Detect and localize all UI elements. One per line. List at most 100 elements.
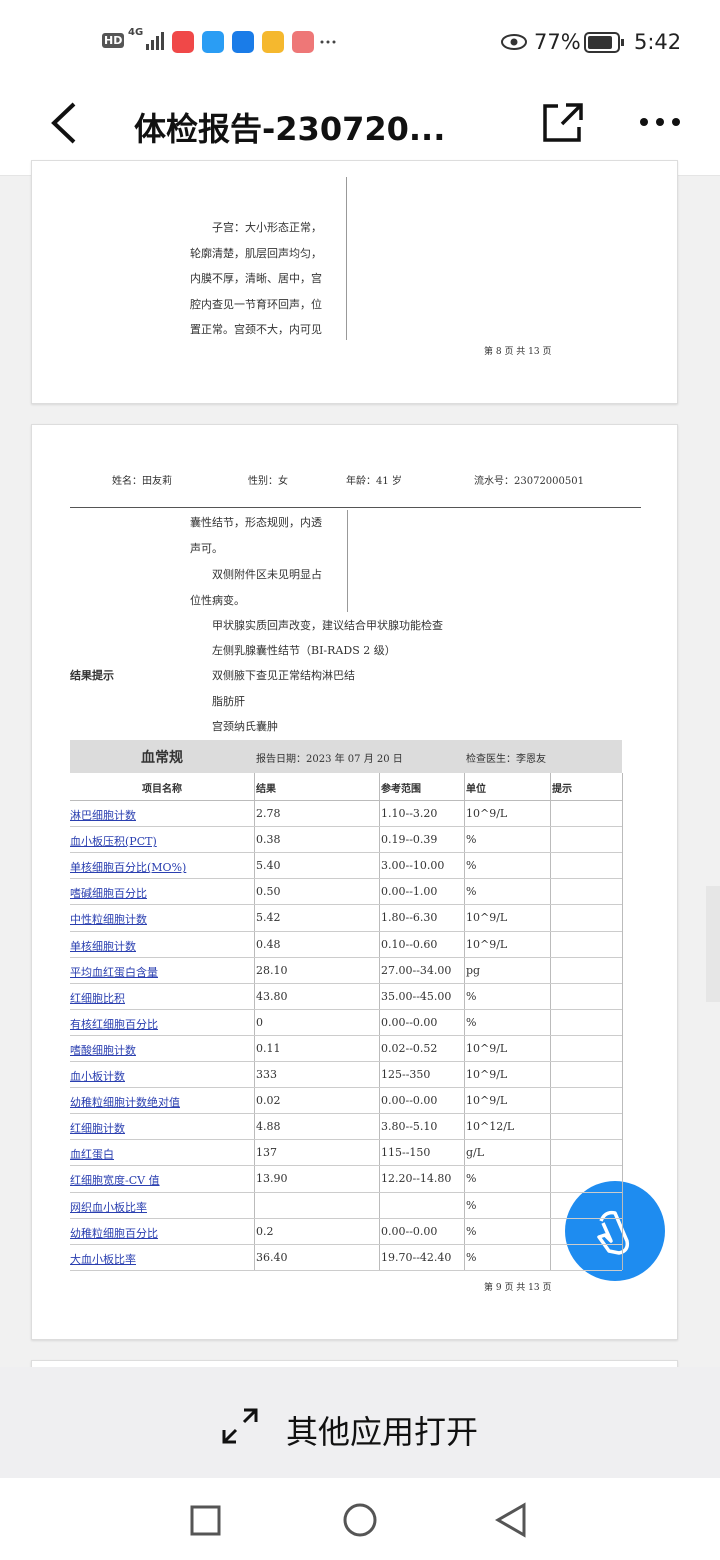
network: 4G — [128, 27, 144, 38]
table-cell: 0.38 — [256, 833, 281, 847]
report-text: 子宫：大小形态正常， — [212, 221, 322, 234]
table-cell: 10^9/L — [466, 1094, 508, 1108]
table-cell: 0.11 — [256, 1041, 281, 1055]
item-link[interactable]: 平均血红蛋白含量 — [70, 965, 158, 979]
table-cell: % — [466, 859, 477, 873]
page-number: 第 8 页 共 13 页 — [484, 347, 552, 357]
table-cell: pg — [466, 963, 481, 977]
table-cell: 0.19--0.39 — [381, 833, 438, 847]
table-cell: % — [466, 1198, 477, 1212]
item-link[interactable]: 血红蛋白 — [70, 1148, 114, 1162]
table-cell: 0.00--0.00 — [381, 1094, 438, 1108]
patient-info: 流水号：23072000501 — [474, 476, 584, 487]
table-line — [70, 1165, 622, 1167]
item-link[interactable]: 单核细胞计数 — [70, 939, 136, 953]
item-link[interactable]: 中性粒细胞计数 — [70, 913, 147, 927]
open-with-button[interactable]: 其他应用打开 — [286, 1413, 479, 1451]
table-cell: % — [466, 1172, 477, 1186]
report-text: 双侧附件区未见明显占 — [212, 568, 322, 581]
table-cell: 3.00--10.00 — [381, 859, 445, 873]
item-link[interactable]: 网织血小板比率 — [70, 1200, 147, 1214]
item-link[interactable]: 有核红细胞百分比 — [70, 1017, 158, 1031]
item-link[interactable]: 嗜碱细胞百分比 — [70, 887, 147, 901]
result-item: 左侧乳腺囊性结节（BI-RADS 2 级） — [212, 644, 396, 658]
page-number: 第 9 页 共 13 页 — [484, 1282, 552, 1293]
clock: 5:42 — [634, 30, 682, 54]
doctor: 检查医生：李恩友 — [466, 754, 546, 765]
scrollbar[interactable] — [706, 886, 720, 1002]
report-text: 声可。 — [190, 542, 223, 555]
table-line — [70, 1139, 622, 1141]
table-line — [550, 773, 551, 1270]
back-button[interactable] — [44, 100, 84, 146]
expand-icon — [222, 1408, 258, 1444]
table-cell: 12.20--14.80 — [381, 1172, 452, 1186]
table-line — [70, 930, 622, 932]
report-text: 囊性结节，形态规则，内透 — [190, 516, 322, 529]
hd-icon: HD — [102, 33, 125, 48]
report-text: 腔内查见一节育环回声，位 — [190, 297, 322, 311]
item-link[interactable]: 幼稚粒细胞计数绝对值 — [70, 1096, 180, 1110]
table-cell: 10^12/L — [466, 1120, 515, 1134]
document-page — [31, 160, 678, 404]
table-cell: 5.40 — [256, 859, 281, 873]
result-label: 结果提示 — [70, 669, 114, 682]
item-link[interactable]: 红细胞计数 — [70, 1122, 125, 1136]
column-header: 单位 — [466, 784, 486, 795]
table-cell: 35.00--45.00 — [381, 989, 452, 1003]
table-line — [70, 1087, 622, 1089]
column-header: 提示 — [552, 784, 572, 795]
table-line — [70, 852, 622, 854]
item-link[interactable]: 淋巴细胞计数 — [70, 809, 136, 822]
table-cell: 1.10--3.20 — [381, 807, 438, 820]
column-header: 项目名称 — [142, 784, 182, 795]
table-cell: 1.80--6.30 — [381, 911, 438, 925]
table-line — [70, 1217, 622, 1219]
table-cell: 0.02 — [256, 1094, 281, 1108]
table-border — [347, 510, 348, 612]
item-link[interactable]: 单核细胞百分比(MO%) — [70, 861, 187, 875]
status-icons — [146, 31, 336, 53]
battery-icon — [584, 32, 624, 53]
table-cell: 115--150 — [381, 1146, 431, 1160]
nav-bar — [0, 1478, 720, 1560]
patient-info: 年龄：41 岁 — [346, 476, 402, 487]
table-title-row — [70, 740, 622, 773]
table-line — [70, 956, 622, 958]
result-item: 甲状腺实质回声改变，建议结合甲状腺功能检查 — [212, 619, 443, 632]
table-line — [70, 1269, 622, 1271]
floating-button[interactable] — [565, 1181, 665, 1281]
table-cell: 0.00--0.00 — [381, 1224, 438, 1238]
table-line — [70, 826, 622, 828]
table-cell: % — [466, 833, 477, 847]
table-line — [70, 1113, 622, 1115]
nav-buttons[interactable] — [180, 1495, 540, 1547]
column-header: 结果 — [256, 784, 276, 795]
table-cell: 10^9/L — [466, 1041, 508, 1055]
patient-info: 性别：女 — [248, 476, 288, 487]
table-cell: 3.80--5.10 — [381, 1120, 438, 1134]
table-line — [70, 904, 622, 906]
table-cell: % — [466, 885, 477, 899]
table-cell: 0.00--1.00 — [381, 885, 438, 899]
table-line — [70, 878, 622, 880]
item-link[interactable]: 红细胞比积 — [70, 991, 125, 1005]
item-link[interactable]: 嗜酸细胞计数 — [70, 1043, 136, 1057]
table-cell: g/L — [466, 1146, 485, 1160]
table-line — [70, 1034, 622, 1036]
item-link[interactable]: 血小板压积(PCT) — [70, 835, 157, 849]
item-link[interactable]: 大血小板比率 — [70, 1252, 136, 1266]
table-cell: % — [466, 1015, 477, 1029]
patient-info: 姓名：田友莉 — [112, 476, 172, 487]
table-cell: % — [466, 1224, 477, 1238]
share-button[interactable] — [540, 100, 586, 146]
table-line — [70, 1191, 622, 1193]
more-button[interactable] — [638, 112, 684, 132]
table-cell: 27.00--34.00 — [381, 963, 452, 977]
item-link[interactable]: 血小板计数 — [70, 1070, 125, 1083]
table-cell: 0.48 — [256, 937, 281, 951]
item-link[interactable]: 红细胞宽度-CV 值 — [70, 1174, 160, 1188]
item-link[interactable]: 幼稚粒细胞百分比 — [70, 1226, 158, 1240]
table-line — [254, 773, 255, 1270]
report-text: 内膜不厚，清晰、居中，宫 — [190, 272, 322, 285]
